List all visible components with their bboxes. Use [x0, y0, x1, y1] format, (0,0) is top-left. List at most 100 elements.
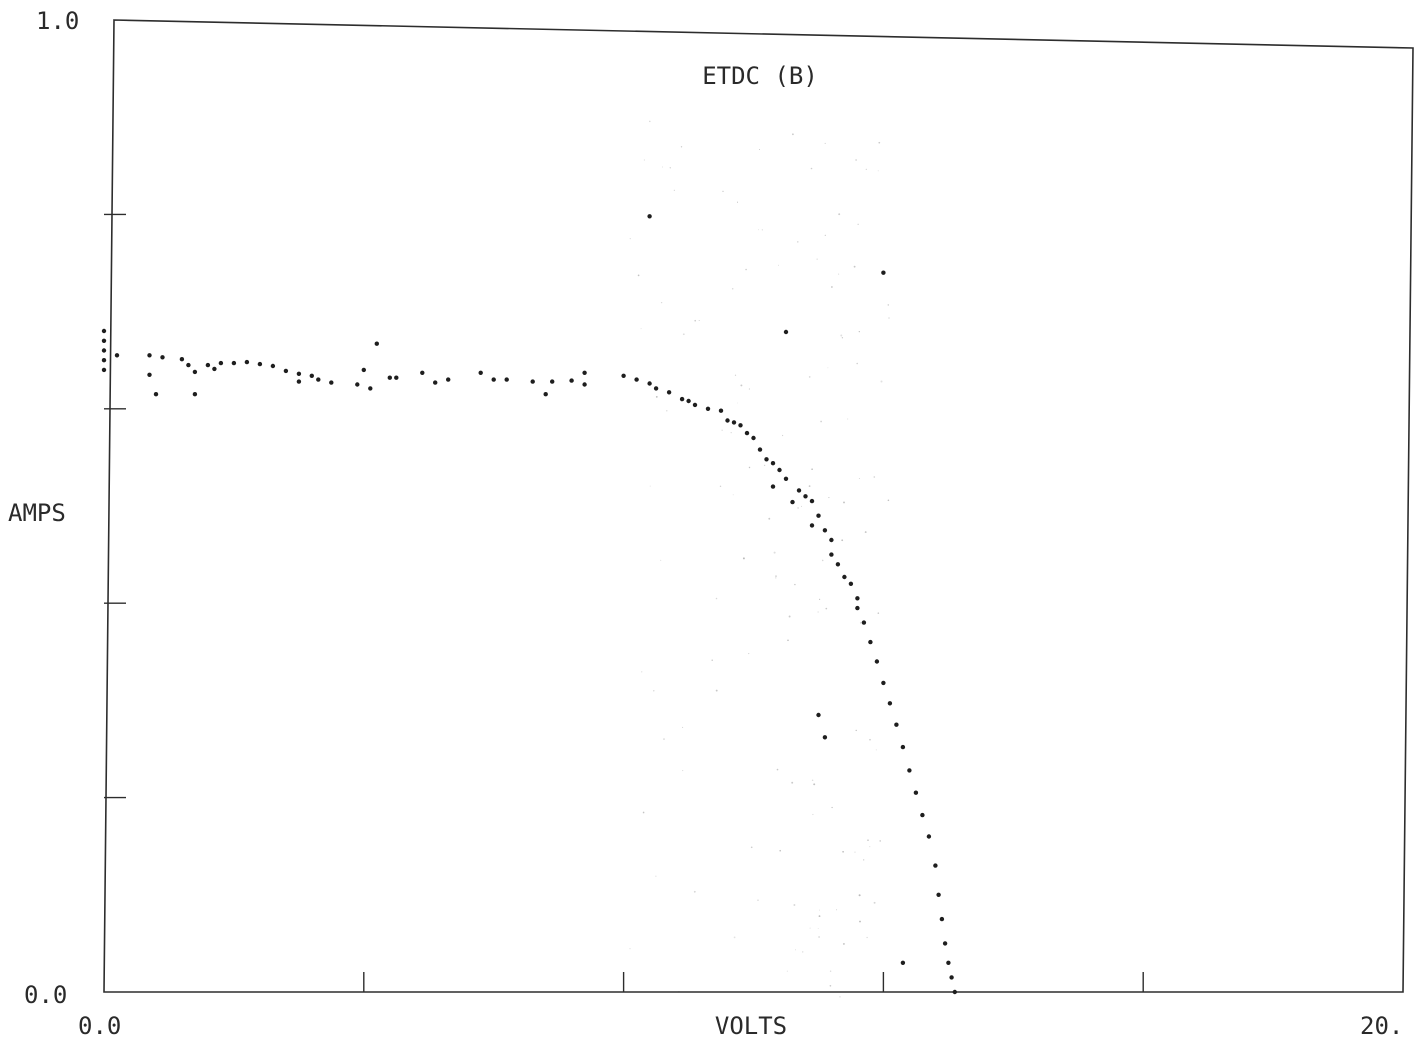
data-point	[192, 392, 198, 397]
data-point	[231, 360, 237, 366]
noise-speck	[733, 936, 736, 939]
noise-speck	[824, 234, 826, 236]
data-point	[926, 834, 932, 839]
data-point	[744, 430, 750, 436]
noise-speck	[763, 464, 766, 467]
data-point	[114, 353, 120, 358]
data-point	[874, 659, 880, 664]
noise-speck	[812, 813, 814, 816]
noise-speck	[775, 575, 777, 577]
noise-speck	[855, 159, 857, 161]
noise-speck	[887, 304, 890, 306]
noise-speck	[653, 690, 655, 692]
noise-speck	[768, 517, 771, 520]
data-point	[887, 701, 893, 706]
noise-speck	[779, 849, 781, 852]
noise-speck	[869, 738, 871, 741]
data-point	[283, 368, 289, 374]
data-point	[582, 370, 587, 375]
data-point	[829, 552, 834, 557]
noise-speck	[777, 264, 780, 266]
noise-speck	[742, 557, 745, 560]
noise-speck	[858, 894, 861, 897]
data-point	[842, 574, 847, 580]
noise-speck	[838, 273, 840, 275]
data-point	[530, 379, 535, 384]
noise-speck	[792, 133, 794, 136]
noise-speck	[715, 689, 718, 692]
data-point	[179, 357, 185, 362]
noise-speck	[740, 384, 743, 387]
noise-speck	[829, 970, 832, 972]
data-point	[160, 355, 165, 360]
noise-speck	[831, 286, 833, 288]
data-point	[420, 370, 425, 375]
noise-speck	[793, 904, 796, 906]
data-point	[936, 892, 941, 897]
data-point	[705, 406, 711, 411]
data-point	[920, 812, 925, 818]
data-point	[855, 596, 860, 601]
data-point	[147, 353, 152, 358]
noise-speck	[841, 539, 844, 542]
data-point	[647, 214, 652, 219]
noise-speck	[818, 936, 821, 938]
data-point	[101, 338, 107, 343]
noise-speck	[750, 846, 753, 849]
noise-speck	[666, 410, 668, 412]
noise-speck	[782, 434, 784, 437]
data-point	[634, 377, 639, 382]
y-tick-label-min: 0.0	[24, 981, 67, 1009]
noise-speck	[748, 466, 751, 469]
noise-speck	[721, 429, 723, 431]
noise-speck	[786, 970, 788, 972]
data-point	[387, 375, 392, 380]
data-point	[543, 392, 548, 397]
noise-speck	[682, 333, 685, 336]
noise-speck	[877, 612, 880, 614]
x-axis-label: VOLTS	[715, 1012, 787, 1040]
noise-speck	[715, 597, 718, 600]
noise-speck	[776, 768, 779, 771]
data-point	[316, 377, 321, 382]
data-point	[218, 360, 224, 366]
plot-frame	[103, 19, 1414, 993]
data-point	[777, 467, 782, 473]
data-point	[686, 398, 691, 404]
data-point	[433, 380, 438, 385]
noise-speck	[827, 367, 829, 369]
noise-speck	[730, 431, 732, 434]
data-point	[270, 363, 276, 369]
data-point	[569, 378, 574, 383]
noise-speck	[669, 167, 671, 169]
y-axis-label: AMPS	[8, 499, 66, 527]
x-tick-label-max: 20.	[1360, 1012, 1403, 1040]
data-point	[868, 639, 873, 645]
data-point	[186, 362, 191, 368]
noise-speck	[662, 166, 663, 168]
data-point	[946, 960, 951, 965]
noise-speck	[788, 615, 791, 618]
data-point	[394, 375, 399, 380]
data-point	[504, 377, 509, 382]
noise-speck	[748, 653, 750, 655]
data-point	[822, 735, 828, 740]
noise-speck	[682, 726, 684, 728]
noise-speck	[858, 330, 860, 333]
noise-speck	[853, 265, 856, 268]
data-point	[446, 377, 451, 382]
noise-speck	[857, 223, 859, 225]
noise-speck	[824, 142, 826, 144]
noise-speck	[818, 915, 821, 918]
noise-speck	[673, 189, 675, 191]
noise-speck	[887, 499, 890, 502]
noise-speck	[629, 237, 631, 240]
data-point	[949, 975, 954, 980]
noise-speck	[682, 770, 684, 772]
noise-speck	[734, 374, 737, 376]
y-tick-label-max: 1.0	[36, 7, 79, 35]
data-point	[101, 348, 107, 353]
noise-speck	[869, 846, 871, 848]
data-point	[101, 367, 107, 373]
noise-speck	[637, 274, 640, 277]
